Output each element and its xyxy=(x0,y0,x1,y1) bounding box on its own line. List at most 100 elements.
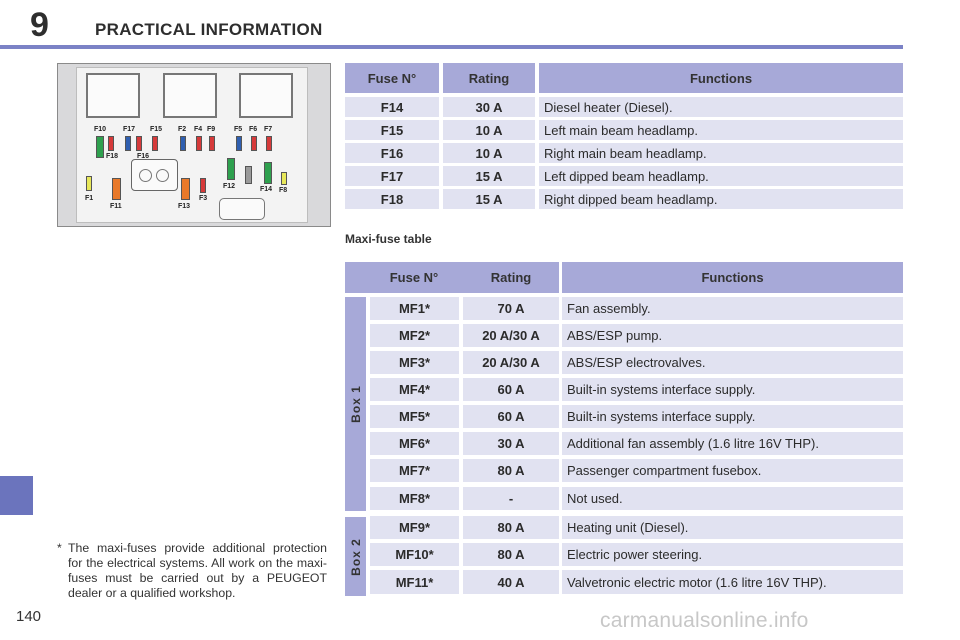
fuse-f17 xyxy=(125,136,131,151)
function-cell: ABS/ESP pump. xyxy=(562,324,903,347)
connector-ring xyxy=(139,169,152,182)
rating-cell: 80 A xyxy=(463,516,559,539)
fuse-label: F2 xyxy=(178,126,187,133)
fuse-f15 xyxy=(152,136,158,151)
fuse-label: F9 xyxy=(207,126,216,133)
header-fuse-no: Fuse N° xyxy=(345,262,483,293)
fuse-f14 xyxy=(264,162,272,184)
rating-cell: 15 A xyxy=(443,189,535,209)
header-rating: Rating xyxy=(463,262,559,293)
fuse-f13 xyxy=(181,178,190,200)
fuse-f4 xyxy=(196,136,202,151)
fuse-f11 xyxy=(112,178,121,200)
function-cell: Fan assembly. xyxy=(562,297,903,320)
rating-cell: 10 A xyxy=(443,120,535,140)
fuse-label: F10 xyxy=(94,126,107,133)
box-1-label: Box 1 xyxy=(345,297,366,511)
fuse-cell: MF4* xyxy=(370,378,459,401)
chapter-number: 9 xyxy=(30,6,49,44)
function-cell: Passenger compartment fusebox. xyxy=(562,459,903,482)
fuse-f1 xyxy=(86,176,92,191)
function-cell: Valvetronic electric motor (1.6 litre 16… xyxy=(562,570,903,594)
maxi-fuse-table-title: Maxi-fuse table xyxy=(345,232,432,246)
header-functions: Functions xyxy=(539,63,903,93)
rating-cell: 40 A xyxy=(463,570,559,594)
header-rule xyxy=(0,45,903,49)
function-cell: ABS/ESP electrovalves. xyxy=(562,351,903,374)
fuse-label: F16 xyxy=(137,153,150,160)
header-rating: Rating xyxy=(443,63,535,93)
rating-cell: 20 A/30 A xyxy=(463,351,559,374)
rating-cell: 30 A xyxy=(443,97,535,117)
fuse-puller-slot xyxy=(219,198,265,220)
box-2-label: Box 2 xyxy=(345,517,366,596)
fuse-cell: MF10* xyxy=(370,543,459,566)
function-cell: Heating unit (Diesel). xyxy=(562,516,903,539)
chapter-title: PRACTICAL INFORMATION xyxy=(95,20,323,39)
function-cell: Electric power steering. xyxy=(562,543,903,566)
footnote-text: The maxi-fuses provide additional protec… xyxy=(68,541,327,600)
fuse-label: F17 xyxy=(123,126,136,133)
fuse-f6 xyxy=(251,136,257,151)
function-cell: Built-in systems interface supply. xyxy=(562,405,903,428)
fuse-f3 xyxy=(200,178,206,193)
rating-cell: 60 A xyxy=(463,405,559,428)
fuse-cell: F18 xyxy=(345,189,439,209)
fuse-label: F1 xyxy=(85,195,94,202)
fuse-cell: F15 xyxy=(345,120,439,140)
fuse-f10 xyxy=(96,136,104,158)
fuse-gray xyxy=(245,166,252,184)
footnote: * The maxi-fuses provide additional prot… xyxy=(57,541,327,601)
fuse-label: F18 xyxy=(106,153,119,160)
function-cell: Left main beam headlamp. xyxy=(539,120,903,140)
fuse-cell: MF2* xyxy=(370,324,459,347)
fuse-f7 xyxy=(266,136,272,151)
fuse-f5 xyxy=(236,136,242,151)
function-cell: Additional fan assembly (1.6 litre 16V T… xyxy=(562,432,903,455)
function-cell: Built-in systems interface supply. xyxy=(562,378,903,401)
rating-cell: 20 A/30 A xyxy=(463,324,559,347)
fuse-cell: MF1* xyxy=(370,297,459,320)
relay-slot-2 xyxy=(163,73,217,118)
fuse-label: F11 xyxy=(110,203,122,210)
rating-cell: 10 A xyxy=(443,143,535,163)
fuse-f12 xyxy=(227,158,235,180)
rating-cell: 15 A xyxy=(443,166,535,186)
fuse-cell: MF9* xyxy=(370,516,459,539)
rating-cell: 80 A xyxy=(463,543,559,566)
fuse-label: F5 xyxy=(234,126,243,133)
fuse-box-panel: F10 F17 F15 F2 F4 F9 F5 F6 F7 F18 F16 F1… xyxy=(76,67,308,223)
connector-ring xyxy=(156,169,169,182)
function-cell: Left dipped beam headlamp. xyxy=(539,166,903,186)
rating-cell: 60 A xyxy=(463,378,559,401)
chapter-side-tab xyxy=(0,476,33,515)
fuse-cell: F16 xyxy=(345,143,439,163)
fuse-cell: MF6* xyxy=(370,432,459,455)
fuse-cell: F17 xyxy=(345,166,439,186)
relay-slot-1 xyxy=(86,73,140,118)
header-fuse-no: Fuse N° xyxy=(345,63,439,93)
fuse-cell: MF5* xyxy=(370,405,459,428)
function-cell: Right dipped beam headlamp. xyxy=(539,189,903,209)
fuse-label: F12 xyxy=(223,183,236,190)
fuse-cell: F14 xyxy=(345,97,439,117)
fuse-cell: MF8* xyxy=(370,487,459,510)
fuse-cell: MF11* xyxy=(370,570,459,594)
function-cell: Not used. xyxy=(562,487,903,510)
watermark: carmanualsonline.info xyxy=(600,609,809,632)
relay-slot-3 xyxy=(239,73,293,118)
box-2-label-text: Box 2 xyxy=(348,537,363,576)
rating-cell: 80 A xyxy=(463,459,559,482)
fuse-label: F3 xyxy=(199,195,208,202)
fuse-label: F13 xyxy=(178,203,191,210)
fuse-label: F4 xyxy=(194,126,203,133)
fuse-f2 xyxy=(180,136,186,151)
fuse-f16 xyxy=(136,136,142,151)
header-functions: Functions xyxy=(562,262,903,293)
fuse-cell: MF3* xyxy=(370,351,459,374)
rating-cell: 30 A xyxy=(463,432,559,455)
page-number: 140 xyxy=(16,608,42,625)
fuse-label: F6 xyxy=(249,126,258,133)
fuse-label: F7 xyxy=(264,126,273,133)
rating-cell: - xyxy=(463,487,559,510)
